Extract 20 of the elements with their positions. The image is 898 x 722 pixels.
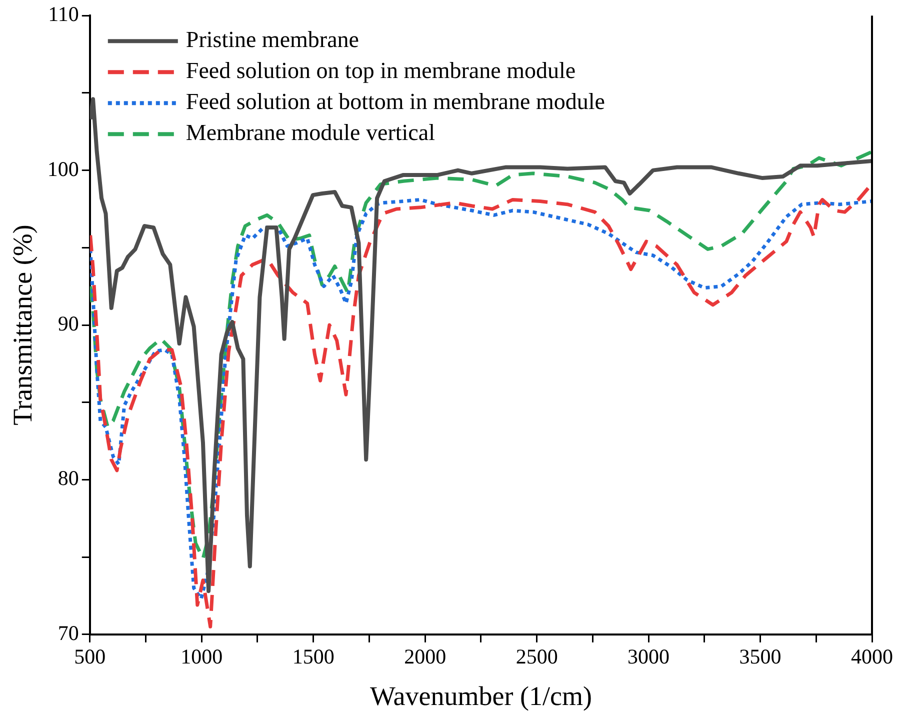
legend-label: Feed solution at bottom in membrane module (186, 89, 605, 114)
x-tick-label: 1000 (180, 644, 223, 669)
x-tick-label: 2000 (404, 644, 446, 669)
line-series (90, 150, 872, 560)
y-tick-label: 100 (47, 156, 79, 181)
y-tick-label: 80 (58, 466, 79, 490)
y-tick-label: 110 (48, 2, 79, 26)
y-tick-label: 70 (58, 620, 79, 645)
y-tick-label: 90 (58, 312, 79, 336)
legend-label: Membrane module vertical (186, 120, 435, 146)
x-tick-label: 4000 (851, 644, 893, 669)
x-tick-label: 2500 (516, 644, 558, 669)
x-axis-title: Wavenumber (1/cm) (370, 680, 592, 711)
x-tick-label: 3500 (739, 644, 782, 669)
x-tick-label: 1500 (292, 644, 334, 669)
y-axis-title: Transmittance (%) (7, 224, 38, 426)
legend-label: Feed solution on top in membrane module (186, 58, 576, 84)
x-tick-label: 500 (74, 644, 106, 669)
x-tick-label: 3000 (628, 644, 670, 669)
legend-label: Pristine membrane (186, 27, 360, 52)
